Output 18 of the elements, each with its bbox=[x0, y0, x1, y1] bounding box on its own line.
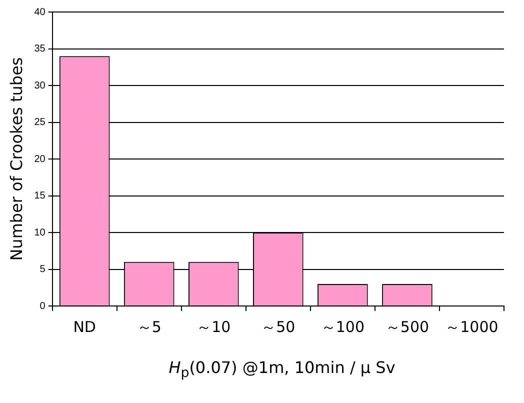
x-tick-label: ～10 bbox=[196, 318, 231, 336]
x-tick-label: ～5 bbox=[136, 318, 162, 336]
y-tick-label: 0 bbox=[40, 300, 46, 312]
x-tick-label: ～1000 bbox=[445, 318, 498, 336]
x-tick-label: ND bbox=[73, 318, 96, 336]
x-axis-title: H$_{p}$(0.07) @1m, 10min / μ Sv bbox=[168, 358, 396, 382]
y-tick-label: 35 bbox=[34, 44, 46, 54]
y-tick-label: 20 bbox=[34, 154, 46, 165]
y-tick-label: 10 bbox=[34, 227, 46, 238]
y-tick-label: 25 bbox=[34, 117, 46, 128]
x-tick-label: ～500 bbox=[385, 318, 430, 336]
x-tick-label: ～50 bbox=[261, 318, 296, 336]
y-axis-title: Number of Crookes tubes bbox=[6, 57, 26, 261]
x-tick-label: ～100 bbox=[320, 318, 365, 336]
y-tick-label: 40 bbox=[34, 6, 46, 18]
y-tick-label: 5 bbox=[40, 264, 46, 275]
y-tick-label: 15 bbox=[34, 190, 46, 202]
y-tick-label: 30 bbox=[34, 80, 46, 92]
